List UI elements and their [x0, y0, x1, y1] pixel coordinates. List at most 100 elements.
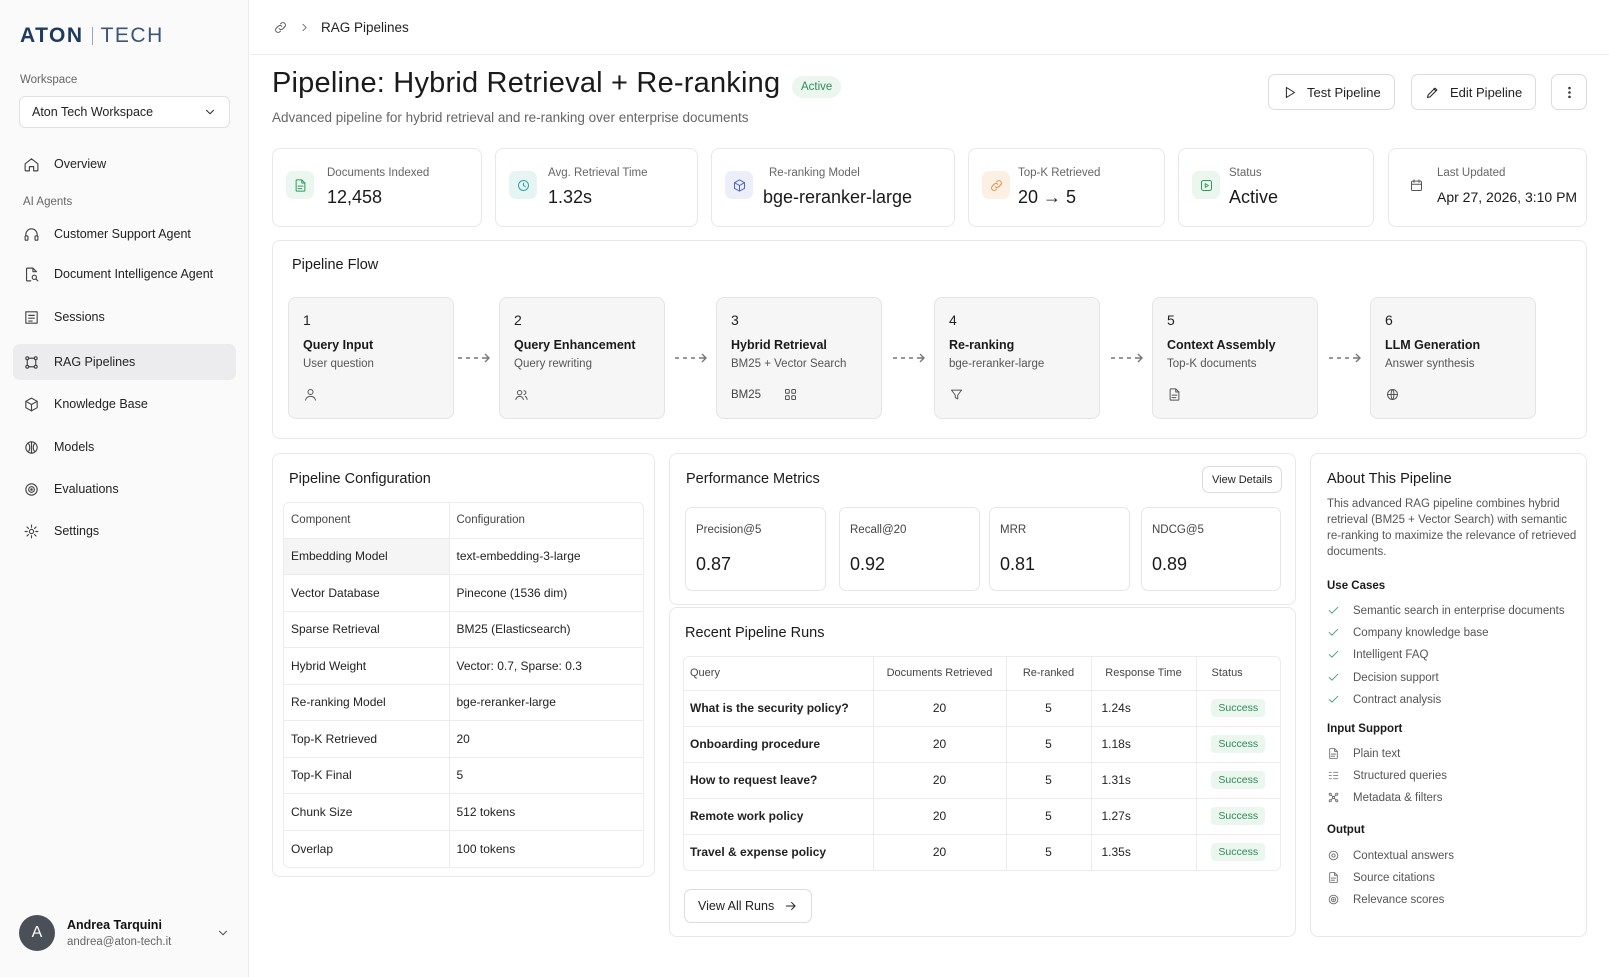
step-name: Query Input	[303, 338, 374, 352]
table-row[interactable]: Onboarding procedure 20 5 1.18s Success	[684, 726, 1280, 763]
link-icon[interactable]	[273, 20, 288, 35]
stat-value: Apr 27, 2026, 3:10 PM	[1437, 189, 1578, 205]
config-value: 20	[449, 720, 643, 758]
run-query[interactable]: Travel & expense policy	[684, 834, 874, 870]
about-title: About This Pipeline	[1327, 471, 1452, 487]
metric-label: Precision@5	[696, 524, 762, 536]
output-heading: Output	[1327, 824, 1365, 836]
users-icon	[514, 387, 529, 402]
step-description: BM25 + Vector Search	[731, 358, 847, 370]
config-component: Embedding Model	[284, 538, 450, 575]
avatar: A	[19, 915, 55, 951]
stat-label: Status	[1229, 167, 1262, 179]
table-row[interactable]: What is the security policy? 20 5 1.24s …	[684, 690, 1280, 727]
sidebar-item-label: RAG Pipelines	[54, 355, 136, 369]
table-row: Vector Database Pinecone (1536 dim)	[284, 574, 643, 612]
config-component: Re-ranking Model	[284, 684, 450, 721]
list-item: Intelligent FAQ	[1327, 648, 1428, 661]
status-badge: Success	[1211, 699, 1266, 717]
config-component: Chunk Size	[284, 793, 450, 831]
view-all-runs-label: View All Runs	[698, 899, 775, 913]
workspace-select[interactable]: Aton Tech Workspace	[19, 96, 230, 128]
sidebar-item-evaluations[interactable]: Evaluations	[13, 471, 236, 507]
view-details-button[interactable]: View Details	[1202, 466, 1283, 493]
run-query[interactable]: Onboarding procedure	[684, 726, 874, 763]
user-icon	[303, 387, 318, 402]
flow-step-query-input[interactable]: 1 Query Input User question	[288, 297, 454, 419]
sidebar-item-document-intelligence-agent[interactable]: Document Intelligence Agent	[13, 256, 236, 292]
config-value: 512 tokens	[449, 793, 643, 831]
chevron-down-icon	[203, 105, 217, 119]
brand-logo[interactable]: ATON TECH	[20, 24, 164, 48]
sidebar-item-knowledge-base[interactable]: Knowledge Base	[13, 386, 236, 422]
run-query[interactable]: How to request leave?	[684, 762, 874, 799]
flow-arrow-icon	[1328, 351, 1362, 365]
document-search-icon	[23, 266, 40, 283]
play-icon	[1282, 85, 1297, 100]
step-description: Query rewriting	[514, 358, 592, 370]
status-badge: Success	[1211, 771, 1266, 789]
output-label: Source citations	[1353, 871, 1435, 884]
sidebar-item-sessions[interactable]: Sessions	[13, 299, 236, 335]
flow-step-context-assembly[interactable]: 5 Context Assembly Top-K documents	[1152, 297, 1318, 419]
filter-icon	[949, 387, 964, 402]
user-menu[interactable]: A Andrea Tarquini andrea@aton-tech.it	[19, 915, 230, 951]
table-row[interactable]: How to request leave? 20 5 1.31s Success	[684, 762, 1280, 799]
sidebar-item-label: Sessions	[54, 310, 105, 324]
flow-step-llm-generation[interactable]: 6 LLM Generation Answer synthesis	[1370, 297, 1536, 419]
status-badge: Success	[1211, 807, 1266, 825]
stat-label: Documents Indexed	[327, 167, 430, 179]
table-row[interactable]: Remote work policy 20 5 1.27s Success	[684, 798, 1280, 835]
output-label: Relevance scores	[1353, 893, 1445, 906]
pipeline-flow-title: Pipeline Flow	[292, 257, 379, 273]
table-row[interactable]: Travel & expense policy 20 5 1.35s Succe…	[684, 834, 1280, 870]
step-number: 4	[949, 312, 957, 328]
config-component: Top-K Final	[284, 757, 450, 794]
sessions-icon	[23, 309, 40, 326]
document-icon	[286, 171, 314, 199]
view-all-runs-button[interactable]: View All Runs	[684, 889, 813, 923]
list-item: Relevance scores	[1327, 893, 1444, 906]
table-row: Embedding Model text-embedding-3-large	[284, 538, 643, 575]
step-number: 6	[1385, 312, 1393, 328]
sidebar-item-label: Settings	[54, 524, 100, 538]
nodes-icon	[1327, 791, 1340, 804]
run-query[interactable]: Remote work policy	[684, 798, 874, 835]
flow-step-query-enhancement[interactable]: 2 Query Enhancement Query rewriting	[499, 297, 665, 419]
use-case-label: Company knowledge base	[1353, 626, 1489, 639]
stat-label: Top-K Retrieved	[1018, 167, 1101, 179]
flow-arrow-icon	[457, 351, 491, 365]
run-documents-retrieved: 20	[873, 762, 1007, 799]
step-description: Answer synthesis	[1385, 358, 1475, 370]
flow-step-reranking[interactable]: 4 Re-ranking bge-reranker-large	[934, 297, 1100, 419]
more-options-button[interactable]	[1551, 74, 1587, 110]
list-item: Semantic search in enterprise documents	[1327, 604, 1565, 617]
check-icon	[1327, 626, 1340, 639]
sidebar-item-overview[interactable]: Overview	[13, 146, 236, 182]
edit-pipeline-label: Edit Pipeline	[1450, 84, 1523, 100]
step-description: User question	[303, 358, 374, 370]
breadcrumb-current[interactable]: RAG Pipelines	[321, 19, 409, 35]
run-query[interactable]: What is the security policy?	[684, 690, 874, 727]
list-item: Metadata & filters	[1327, 791, 1442, 804]
test-pipeline-button[interactable]: Test Pipeline	[1268, 74, 1395, 110]
edit-pipeline-button[interactable]: Edit Pipeline	[1411, 74, 1537, 110]
target-icon	[1327, 893, 1340, 906]
metric-card-precision: Precision@5 0.87	[685, 507, 826, 591]
flow-arrow-icon	[674, 351, 708, 365]
run-reranked: 5	[1006, 690, 1092, 727]
stat-label: Last Updated	[1437, 167, 1506, 179]
brand-name-secondary: TECH	[100, 24, 164, 47]
config-component: Vector Database	[284, 574, 450, 612]
sidebar-item-customer-support-agent[interactable]: Customer Support Agent	[13, 216, 236, 252]
flow-step-hybrid-retrieval[interactable]: 3 Hybrid Retrieval BM25 + Vector Search …	[716, 297, 882, 419]
metric-label: MRR	[1000, 524, 1027, 536]
status-badge: Active	[792, 76, 842, 98]
user-email: andrea@aton-tech.it	[67, 936, 172, 948]
sidebar-item-models[interactable]: Models	[13, 429, 236, 465]
about-description: This advanced RAG pipeline combines hybr…	[1327, 498, 1577, 558]
input-label: Plain text	[1353, 747, 1401, 760]
sidebar-item-settings[interactable]: Settings	[13, 513, 236, 549]
sidebar-item-rag-pipelines[interactable]: RAG Pipelines	[13, 344, 236, 380]
flow-arrow-icon	[1110, 351, 1144, 365]
